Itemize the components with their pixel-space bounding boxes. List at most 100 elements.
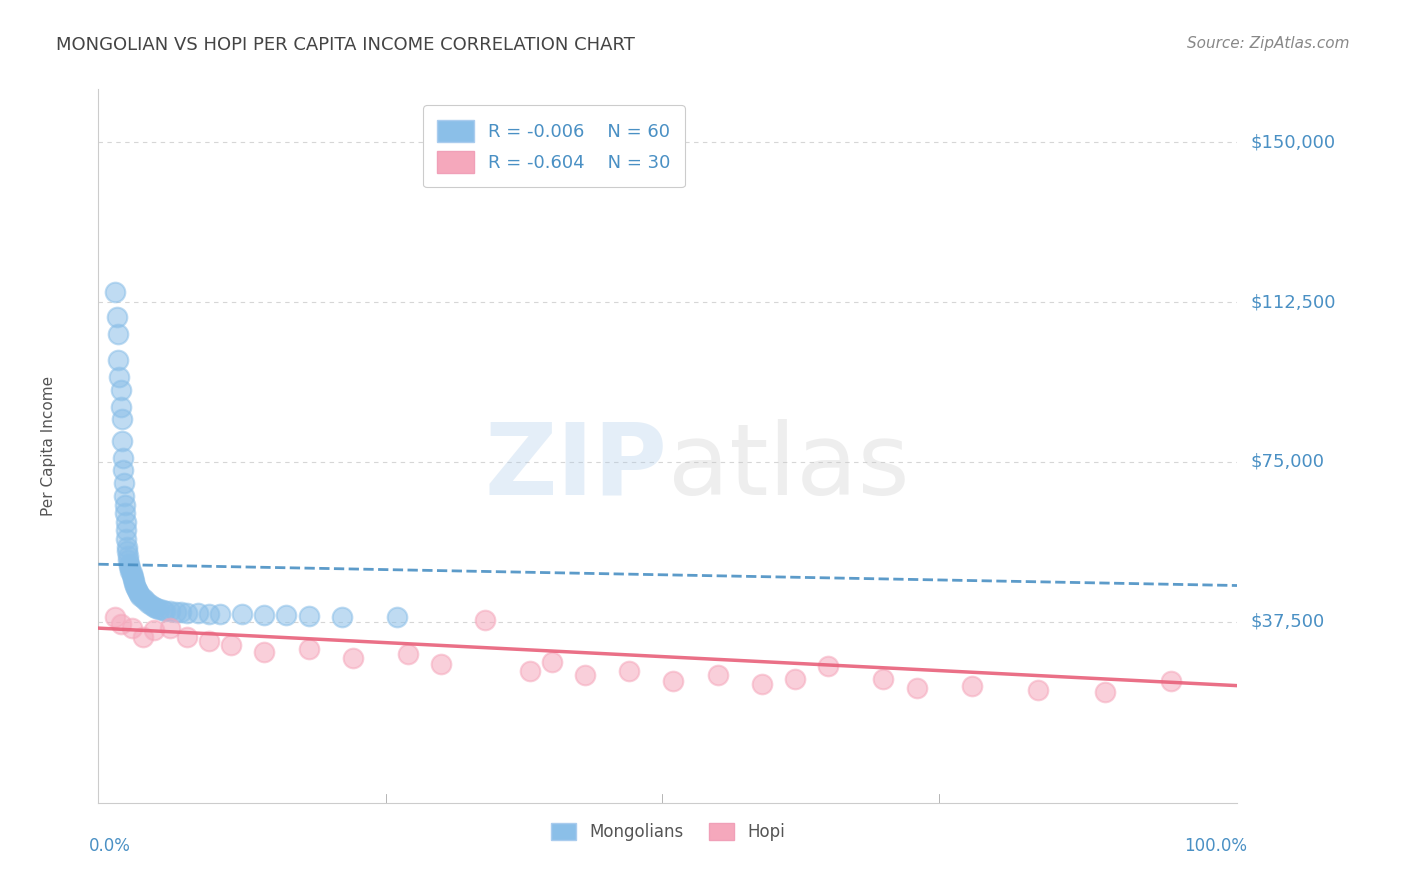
Point	[121, 570, 143, 584]
Point	[574, 668, 596, 682]
Point	[112, 476, 135, 491]
Point	[134, 593, 156, 607]
Point	[111, 412, 134, 426]
Point	[131, 630, 153, 644]
Point	[104, 285, 127, 299]
Point	[142, 624, 165, 638]
Text: $75,000: $75,000	[1250, 453, 1324, 471]
Point	[115, 544, 138, 558]
Point	[127, 585, 149, 599]
Point	[114, 498, 136, 512]
Point	[905, 681, 928, 695]
Point	[165, 605, 187, 619]
Point	[108, 369, 131, 384]
Point	[187, 606, 209, 620]
Point	[107, 352, 129, 367]
Point	[385, 610, 408, 624]
Point	[111, 463, 134, 477]
Point	[107, 327, 129, 342]
Point	[127, 582, 149, 597]
Point	[111, 450, 134, 465]
Text: ZIP: ZIP	[485, 419, 668, 516]
Text: $150,000: $150,000	[1250, 134, 1336, 152]
Point	[121, 567, 143, 582]
Point	[153, 604, 176, 618]
Point	[115, 523, 138, 537]
Text: Per Capita Income: Per Capita Income	[41, 376, 56, 516]
Point	[198, 607, 221, 621]
Point	[152, 603, 174, 617]
Point	[117, 549, 139, 563]
Point	[112, 489, 135, 503]
Point	[141, 598, 163, 612]
Point	[231, 607, 253, 622]
Point	[706, 668, 728, 682]
Point	[121, 621, 143, 635]
Point	[662, 674, 685, 689]
Point	[159, 604, 181, 618]
Point	[105, 310, 128, 325]
Point	[198, 634, 221, 648]
Point	[118, 558, 141, 572]
Point	[474, 613, 496, 627]
Point	[1094, 685, 1116, 699]
Point	[111, 434, 134, 448]
Point	[540, 655, 562, 669]
Point	[117, 553, 139, 567]
Point	[396, 647, 419, 661]
Point	[751, 676, 773, 690]
Point	[124, 578, 146, 592]
Point	[121, 572, 143, 586]
Point	[176, 606, 198, 620]
Text: 100.0%: 100.0%	[1184, 837, 1247, 855]
Point	[209, 607, 232, 621]
Point	[142, 599, 165, 614]
Point	[120, 564, 142, 578]
Point	[253, 644, 276, 658]
Point	[1026, 682, 1049, 697]
Text: Source: ZipAtlas.com: Source: ZipAtlas.com	[1187, 36, 1350, 51]
Point	[297, 608, 319, 623]
Legend: Mongolians, Hopi: Mongolians, Hopi	[544, 816, 792, 848]
Point	[817, 659, 839, 673]
Point	[145, 600, 167, 615]
Point	[170, 606, 193, 620]
Point	[115, 532, 138, 546]
Point	[159, 621, 181, 635]
Point	[1160, 674, 1182, 689]
Text: $112,500: $112,500	[1250, 293, 1336, 311]
Point	[115, 515, 138, 529]
Point	[783, 672, 806, 686]
Point	[131, 591, 153, 606]
Point	[114, 506, 136, 520]
Point	[115, 540, 138, 554]
Point	[110, 383, 132, 397]
Text: $37,500: $37,500	[1250, 613, 1324, 631]
Point	[519, 664, 541, 678]
Text: MONGOLIAN VS HOPI PER CAPITA INCOME CORRELATION CHART: MONGOLIAN VS HOPI PER CAPITA INCOME CORR…	[56, 36, 636, 54]
Point	[430, 657, 453, 672]
Point	[136, 596, 159, 610]
Point	[122, 574, 145, 589]
Text: 0.0%: 0.0%	[89, 837, 131, 855]
Point	[148, 602, 170, 616]
Text: atlas: atlas	[668, 419, 910, 516]
Point	[128, 587, 150, 601]
Point	[276, 608, 298, 623]
Point	[110, 400, 132, 414]
Point	[176, 630, 198, 644]
Point	[330, 609, 353, 624]
Point	[122, 576, 145, 591]
Point	[104, 610, 127, 624]
Point	[121, 566, 143, 580]
Point	[125, 581, 148, 595]
Point	[120, 561, 142, 575]
Point	[342, 651, 364, 665]
Point	[110, 616, 132, 631]
Point	[129, 589, 152, 603]
Point	[253, 607, 276, 622]
Point	[960, 679, 983, 693]
Point	[872, 672, 894, 686]
Point	[617, 664, 640, 678]
Point	[118, 559, 141, 574]
